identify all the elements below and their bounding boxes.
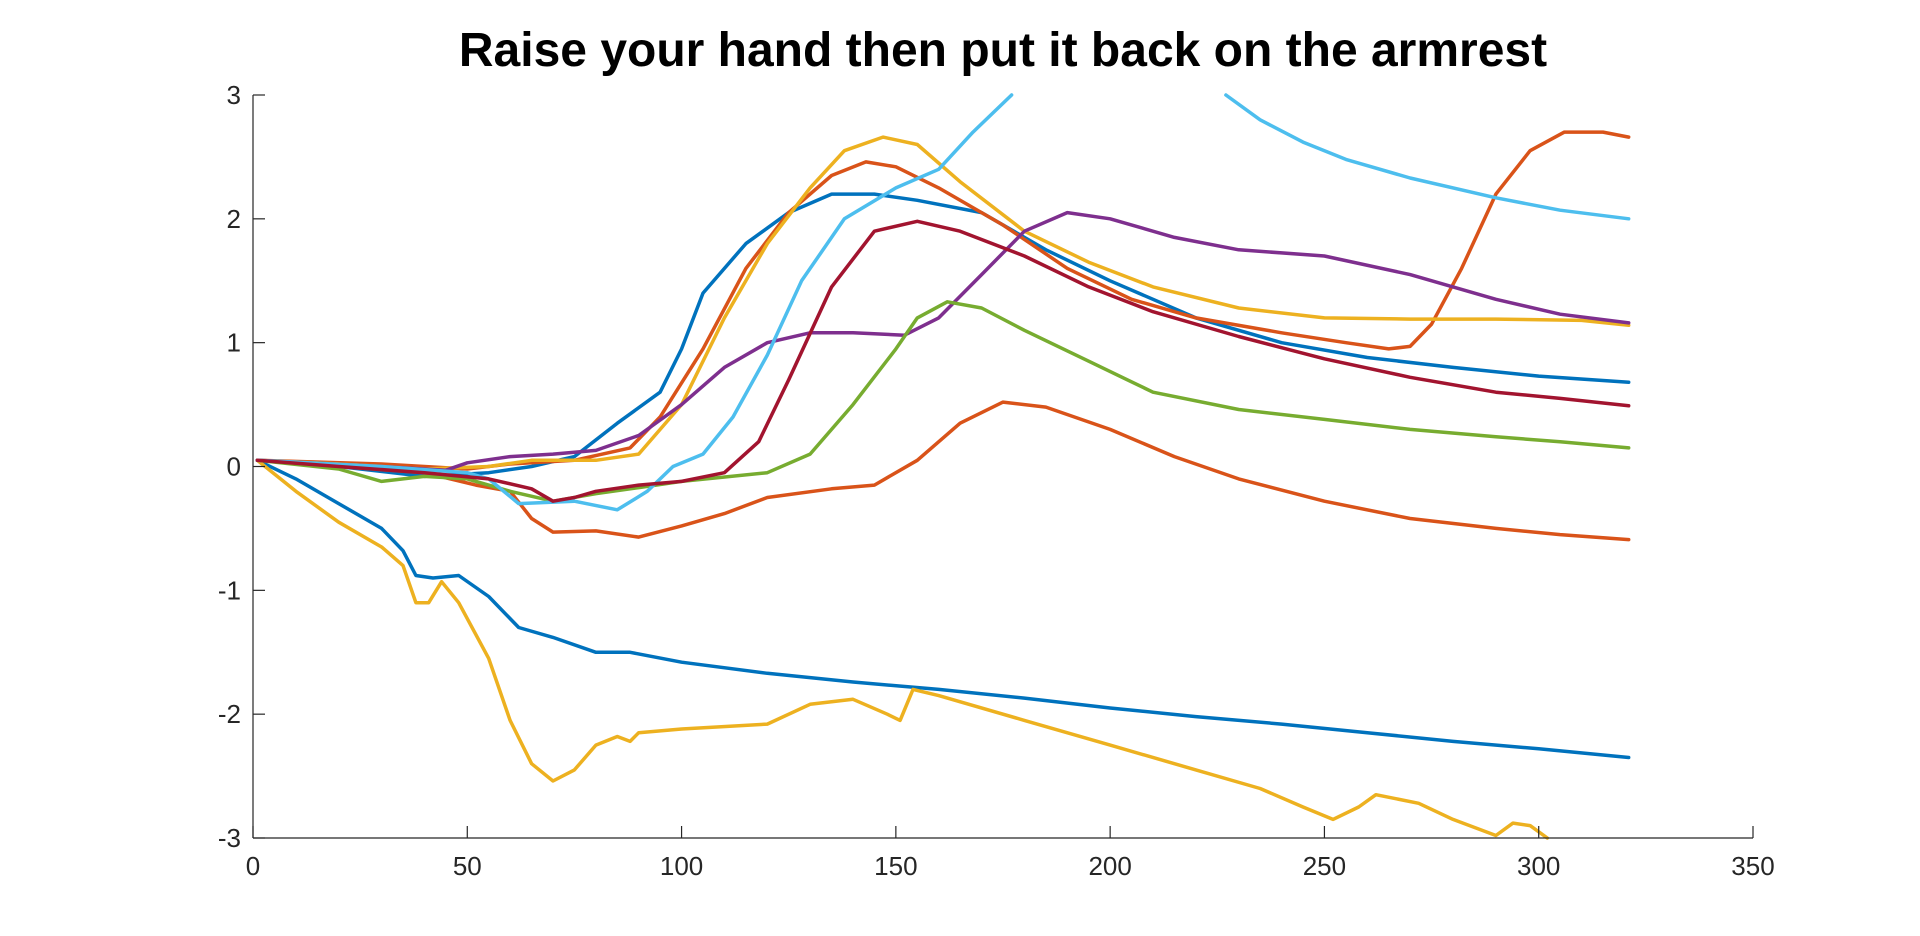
x-tick-label: 150 bbox=[874, 851, 917, 881]
x-ticks: 0 50 100 150 200 250 300 350 bbox=[246, 826, 1775, 881]
series-line-8 bbox=[255, 300, 1631, 503]
x-tick-label: 350 bbox=[1731, 851, 1774, 881]
y-tick-label: -2 bbox=[218, 699, 241, 729]
x-tick-label: 100 bbox=[660, 851, 703, 881]
y-tick-label: -1 bbox=[218, 575, 241, 605]
y-tick-label: 3 bbox=[227, 80, 241, 110]
series-line-4 bbox=[255, 400, 1631, 542]
x-tick-label: 300 bbox=[1517, 851, 1560, 881]
series-line-9 bbox=[255, 93, 1014, 512]
y-tick-label: -3 bbox=[218, 823, 241, 853]
x-tick-label: 0 bbox=[246, 851, 260, 881]
series-line-6 bbox=[255, 458, 1550, 840]
x-tick-label: 250 bbox=[1303, 851, 1346, 881]
y-tick-label: 1 bbox=[227, 328, 241, 358]
x-tick-label: 200 bbox=[1088, 851, 1131, 881]
series-line-3 bbox=[255, 130, 1631, 471]
y-tick-label: 0 bbox=[227, 452, 241, 482]
y-ticks: -3 -2 -1 0 1 2 3 bbox=[218, 80, 265, 853]
series-line-10 bbox=[1224, 93, 1631, 221]
x-tick-label: 50 bbox=[453, 851, 482, 881]
series-line-5 bbox=[255, 135, 1631, 471]
series-layer bbox=[255, 93, 1631, 840]
chart-title: Raise your hand then put it back on the … bbox=[459, 24, 1547, 77]
series-line-1 bbox=[255, 192, 1631, 479]
series-line-11 bbox=[255, 219, 1631, 503]
y-tick-label: 2 bbox=[227, 204, 241, 234]
series-line-2 bbox=[255, 458, 1631, 760]
series-line-7 bbox=[255, 210, 1631, 472]
